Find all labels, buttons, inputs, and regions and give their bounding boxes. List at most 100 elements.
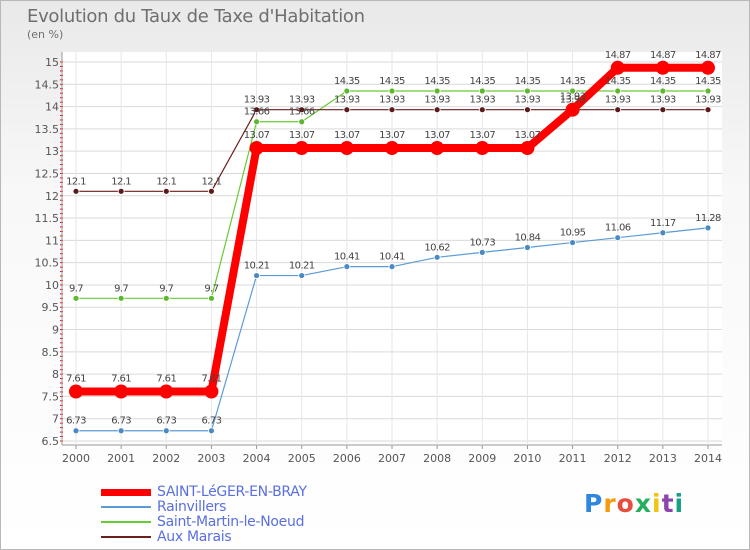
data-point [659,229,667,237]
data-point [114,384,129,399]
data-label: 6.73 [66,416,86,427]
data-point [659,106,667,114]
data-label: 9.7 [69,283,83,294]
data-label: 7.61 [201,374,221,385]
data-label: 9.7 [204,283,218,294]
y-tick-label: 7.5 [42,390,60,403]
data-point [117,294,125,302]
data-label: 13.66 [289,107,315,118]
data-label: 13.07 [469,130,495,141]
data-point [253,272,260,279]
data-point [701,60,715,75]
data-label: 14.35 [605,76,631,87]
data-point [433,106,441,114]
logo-letter: r [603,489,617,518]
data-point [430,141,445,156]
data-point [298,272,306,279]
data-point [614,106,622,114]
data-label: 7.61 [66,374,86,385]
data-label: 14.35 [515,76,541,87]
y-tick-label: 7 [52,413,59,426]
data-point [475,141,490,156]
x-tick-label: 2003 [197,452,225,465]
data-label: 12.1 [201,176,221,187]
x-tick-label: 2014 [694,452,722,465]
legend-label: Saint-Martin-le-Noeud [157,514,305,530]
data-point [343,263,351,271]
data-label: 13.93 [334,95,360,106]
chart-title: Evolution du Taux de Taxe d'Habitation [27,6,365,27]
data-label: 14.35 [560,76,586,87]
x-tick-label: 2004 [243,452,271,465]
x-tick-label: 2009 [468,452,496,465]
data-label: 14.87 [650,50,676,61]
y-tick-label: 14.5 [35,78,60,91]
data-label: 13.07 [289,130,315,141]
data-point [478,248,486,256]
data-point [385,141,399,156]
y-tick-label: 11.5 [35,212,60,225]
data-label: 13.07 [379,130,405,141]
y-tick-label: 15 [45,56,59,69]
data-point [117,427,125,435]
y-tick-label: 8 [52,368,59,381]
x-tick-label: 2001 [107,452,135,465]
data-label: 14.87 [605,50,631,61]
data-point [388,263,396,271]
data-label: 10.21 [289,261,315,272]
data-label: 10.95 [560,228,586,239]
y-tick-label: 13.5 [35,123,60,136]
data-label: 14.35 [695,76,721,87]
data-label: 11.06 [605,223,631,234]
data-label: 10.41 [334,252,360,263]
y-tick-label: 10 [45,279,59,292]
data-label: 13.07 [515,130,541,141]
data-label: 12.1 [111,176,131,187]
data-label: 9.7 [159,283,173,294]
legend-label: Rainvillers [157,499,227,515]
data-point [388,87,396,95]
data-label: 14.35 [334,76,360,87]
data-label: 13.93 [560,92,586,103]
y-tick-label: 10.5 [35,257,60,270]
y-tick-label: 9 [52,324,59,337]
data-label: 13.93 [424,95,450,106]
data-point [614,234,622,242]
data-label: 9.7 [114,283,128,294]
y-tick-label: 6.5 [42,435,60,448]
x-tick-label: 2000 [62,452,90,465]
line-chart: 6.5 7 7.5 8 8.5 9 9.5 10 10.5 11 11.5 12 12.5 13 13.5 1… [35,50,722,465]
data-point [614,87,622,95]
data-label: 12.1 [156,176,176,187]
data-point [117,187,125,195]
logo-letter: x [634,489,652,518]
data-label: 11.17 [650,218,676,229]
data-point [524,106,531,114]
data-label: 13.93 [605,95,631,106]
data-point [388,106,396,114]
data-point [72,294,80,302]
data-point [208,427,215,435]
data-label: 13.93 [515,95,541,106]
data-point [659,87,667,95]
x-tick-label: 2006 [333,452,361,465]
y-tick-label: 8.5 [42,346,60,359]
data-label: 13.93 [650,95,676,106]
data-label: 13.07 [424,130,450,141]
data-label: 13.93 [379,95,405,106]
data-point [204,384,219,399]
legend-label: SAINT-LéGER-EN-BRAY [157,484,307,500]
data-label: 13.07 [334,130,360,141]
data-label: 13.93 [289,95,315,106]
y-axis-unit-label: (en %) [27,28,64,41]
data-label: 11.28 [695,213,721,224]
data-label: 13.66 [244,107,270,118]
data-point [704,224,712,232]
x-tick-label: 2011 [559,452,587,465]
legend-swatch-aux-marais [101,536,151,538]
data-label: 13.93 [469,95,495,106]
x-tick-label: 2012 [604,452,632,465]
data-point [298,118,306,126]
data-label: 10.21 [244,261,270,272]
